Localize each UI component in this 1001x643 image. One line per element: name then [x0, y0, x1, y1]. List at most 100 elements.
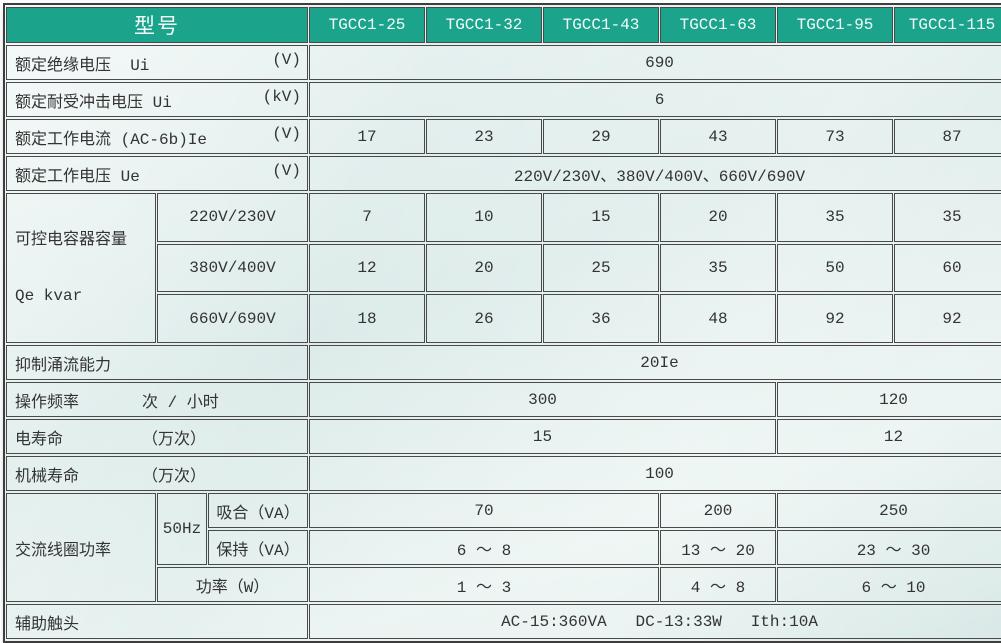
unit-label: (V) [272, 124, 301, 143]
row-label: 操作频率 [15, 393, 80, 412]
value-cell: 12 [309, 243, 425, 293]
row-capacitor-380: 380V/400V 12 20 25 35 50 60 [6, 243, 1001, 293]
value-cell: 100 [309, 456, 1001, 491]
value-cell: 10 [426, 193, 542, 242]
value-cell: 300 [309, 382, 776, 417]
row-operation-frequency: 操作频率 次 / 小时 300 120 [6, 382, 1001, 417]
unit-label: （万次） [142, 467, 207, 486]
value-cell: 36 [543, 294, 659, 343]
sub-label-cell: 220V/230V [157, 193, 308, 242]
value-cell: 7 [309, 193, 425, 242]
model-column-header: TGCC1-115 [894, 7, 1001, 43]
unit-label: （万次） [142, 430, 207, 449]
row-rated-current: (V) 额定工作电流 (AC-6b)Ie 17 23 29 43 73 87 [6, 119, 1001, 154]
coil-frequency-cell: 50Hz [157, 493, 207, 565]
unit-label: (kV) [262, 87, 301, 106]
row-capacitor-220: 可控电容器容量 Qe kvar 220V/230V 7 10 15 20 35 … [6, 193, 1001, 343]
row-inrush-suppression: 抑制涌流能力 20Ie [6, 345, 1001, 380]
row-label: 额定绝缘电压 Ui [15, 56, 150, 75]
unit-label: 次 / 小时 [142, 393, 219, 412]
value-cell: 200 [660, 493, 776, 528]
sub-label-cell: 380V/400V [157, 243, 308, 293]
value-cell: 92 [777, 294, 893, 343]
row-label-line2: Qe kvar [15, 287, 83, 305]
row-rated-voltage: (V) 额定工作电压 Ue 220V/230V、380V/400V、660V/69… [6, 156, 1001, 191]
value-cell: 17 [309, 119, 425, 154]
row-mechanical-life: 机械寿命 （万次） 100 [6, 456, 1001, 491]
value-cell: 1 ～ 3 [309, 567, 659, 602]
value-cell: 15 [543, 193, 659, 242]
row-label: 抑制涌流能力 [15, 356, 112, 375]
value-cell: 35 [894, 193, 1001, 242]
row-label: 机械寿命 [15, 467, 80, 486]
value-cell: 12 [777, 419, 1001, 454]
value-cell: 23 ～ 30 [777, 530, 1001, 565]
model-column-header: TGCC1-43 [543, 7, 659, 43]
value-cell: 4 ～ 8 [660, 567, 776, 602]
value-cell: 23 [426, 119, 542, 154]
sub-label-cell: 660V/690V [157, 294, 308, 343]
unit-label: (V) [272, 50, 301, 69]
row-label: 辅助触头 [15, 615, 80, 634]
value-cell: 35 [660, 243, 776, 293]
row-insulation-voltage: (V) 额定绝缘电压 Ui 690 [6, 45, 1001, 80]
value-cell: 6 [309, 82, 1001, 117]
label-coil-power: 交流线圈功率 [6, 493, 156, 602]
model-header-label: 型号 [6, 7, 308, 43]
value-cell: 73 [777, 119, 893, 154]
model-column-header: TGCC1-25 [309, 7, 425, 43]
value-cell: 250 [777, 493, 1001, 528]
row-capacitor-660: 660V/690V 18 26 36 48 92 92 [6, 294, 1001, 343]
value-cell: 29 [543, 119, 659, 154]
value-cell: 70 [309, 493, 659, 528]
sub-label-cell: 功率（W） [157, 567, 308, 602]
row-label: 交流线圈功率 [15, 541, 112, 560]
unit-label: (V) [272, 161, 301, 180]
model-column-header: TGCC1-95 [777, 7, 893, 43]
value-cell: 20 [660, 193, 776, 242]
value-cell: 60 [894, 243, 1001, 293]
value-cell: 15 [309, 419, 776, 454]
row-label: 额定耐受冲击电压 Ui [15, 93, 172, 112]
label-electrical-life: 电寿命 （万次） [6, 419, 308, 454]
label-mechanical-life: 机械寿命 （万次） [6, 456, 308, 491]
label-auxiliary-contact: 辅助触头 [6, 604, 308, 639]
row-coil-pickup: 交流线圈功率 50Hz 吸合（VA） 70 200 250 [6, 493, 1001, 602]
value-cell: 50 [777, 243, 893, 293]
value-cell: 6 ～ 8 [309, 530, 659, 565]
sub-label-cell: 吸合（VA） [208, 493, 308, 528]
value-cell: 690 [309, 45, 1001, 80]
header-row: 型号 TGCC1-25 TGCC1-32 TGCC1-43 TGCC1-63 T… [6, 7, 1001, 43]
label-rated-current: (V) 额定工作电流 (AC-6b)Ie [6, 119, 308, 154]
value-cell: 43 [660, 119, 776, 154]
label-operation-frequency: 操作频率 次 / 小时 [6, 382, 308, 417]
value-cell: 18 [309, 294, 425, 343]
catalog-sheet: 型号 TGCC1-25 TGCC1-32 TGCC1-43 TGCC1-63 T… [3, 3, 1001, 643]
label-insulation-voltage: (V) 额定绝缘电压 Ui [6, 45, 308, 80]
value-cell: 13 ～ 20 [660, 530, 776, 565]
value-cell: 25 [543, 243, 659, 293]
value-cell: 220V/230V、380V/400V、660V/690V [309, 156, 1001, 191]
row-auxiliary-contact: 辅助触头 AC-15:360VA DC-13:33W Ith:10A [6, 604, 1001, 639]
value-cell: 26 [426, 294, 542, 343]
label-inrush-suppression: 抑制涌流能力 [6, 345, 308, 380]
row-label: 额定工作电压 Ue [15, 167, 140, 186]
value-cell: AC-15:360VA DC-13:33W Ith:10A [309, 604, 1001, 639]
value-cell: 35 [777, 193, 893, 242]
spec-table: 型号 TGCC1-25 TGCC1-32 TGCC1-43 TGCC1-63 T… [3, 3, 1001, 643]
row-label: 额定工作电流 (AC-6b)Ie [15, 130, 208, 149]
value-cell: 87 [894, 119, 1001, 154]
model-column-header: TGCC1-32 [426, 7, 542, 43]
row-impulse-voltage: (kV) 额定耐受冲击电压 Ui 6 [6, 82, 1001, 117]
sub-label-cell: 保持（VA） [208, 530, 308, 565]
value-cell: 20Ie [309, 345, 1001, 380]
label-capacitor-capacity: 可控电容器容量 Qe kvar [6, 193, 156, 343]
value-cell: 120 [777, 382, 1001, 417]
value-cell: 92 [894, 294, 1001, 343]
row-label: 可控电容器容量 [15, 231, 128, 249]
row-electrical-life: 电寿命 （万次） 15 12 [6, 419, 1001, 454]
value-cell: 20 [426, 243, 542, 293]
model-column-header: TGCC1-63 [660, 7, 776, 43]
value-cell: 6 ～ 10 [777, 567, 1001, 602]
label-impulse-voltage: (kV) 额定耐受冲击电压 Ui [6, 82, 308, 117]
